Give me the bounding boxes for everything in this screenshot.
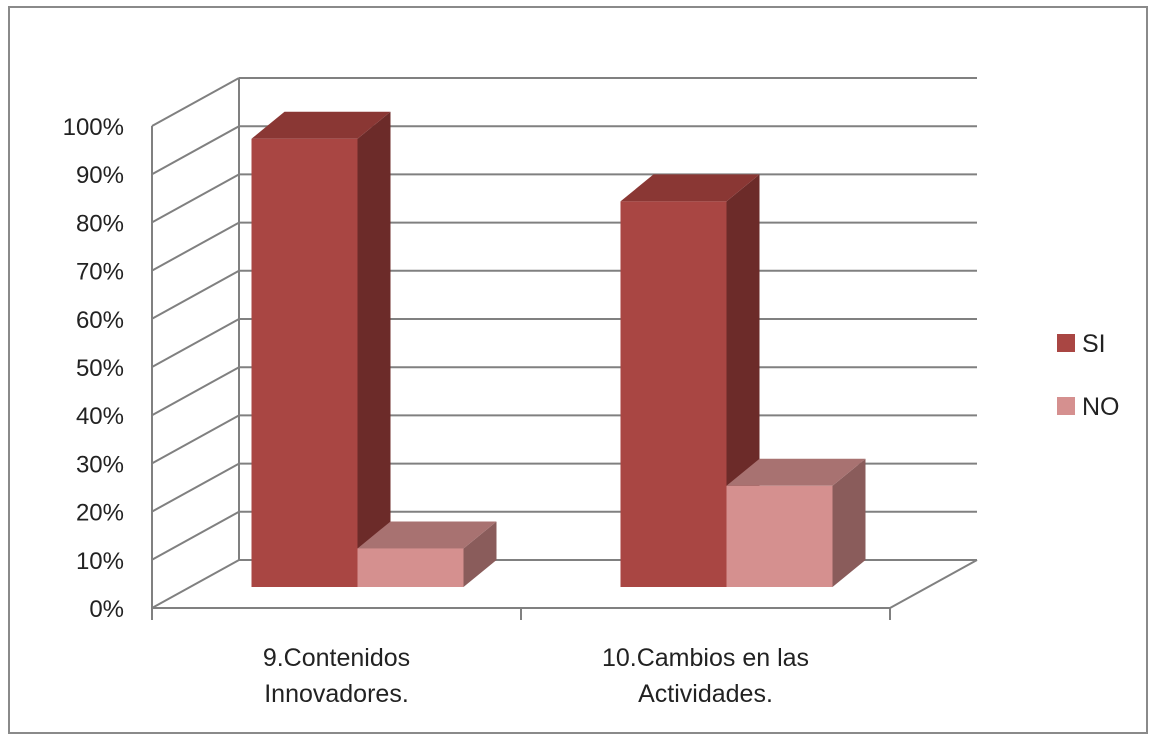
floor-right-edge: [889, 559, 978, 609]
gridline-side: [151, 77, 240, 127]
gridline-side: [151, 173, 240, 224]
bar-top: [357, 521, 497, 549]
gridline-side: [151, 510, 240, 561]
gridline-side: [151, 318, 240, 368]
chart-bars: [251, 111, 866, 588]
bar-front: [726, 485, 833, 587]
legend-label: NO: [1082, 393, 1120, 421]
legend-label: SI: [1082, 330, 1106, 358]
x-axis: 9.Contenidos Innovadores. 10.Cambios en la…: [151, 608, 891, 708]
y-tick-label: 20%: [76, 500, 124, 527]
bar-top: [251, 111, 391, 139]
bar-top: [620, 174, 760, 202]
y-tick-label: 80%: [76, 210, 124, 237]
gridline-side: [151, 221, 240, 272]
legend: SI NO: [1057, 330, 1120, 421]
y-tick-label: 90%: [76, 162, 124, 189]
x-category-label: 9.Contenidos Innovadores.: [263, 644, 410, 708]
gridline-side: [151, 269, 240, 320]
gridline-side: [151, 125, 240, 176]
gridline-side: [151, 414, 240, 465]
bar-front: [620, 201, 727, 587]
y-tick-label: 30%: [76, 451, 124, 478]
y-axis: 0% 10% 20% 30% 40% 50% 60% 70% 80% 90% 100%: [63, 114, 124, 623]
y-tick-label: 0%: [89, 596, 124, 623]
bar: [251, 111, 391, 588]
y-tick-label: 70%: [76, 259, 124, 286]
y-tick-label: 10%: [76, 548, 124, 575]
x-category-label: 10.Cambios en las Actividades.: [602, 644, 809, 708]
gridline-side: [151, 366, 240, 417]
y-tick-label: 60%: [76, 307, 124, 334]
bar-front: [251, 138, 358, 588]
bar-top: [726, 458, 866, 486]
bar: [726, 458, 866, 587]
y-tick-label: 100%: [63, 114, 124, 141]
y-tick-label: 40%: [76, 403, 124, 430]
bar-side: [832, 458, 866, 587]
bar-side: [463, 521, 497, 587]
bar: [357, 521, 497, 587]
y-tick-label: 50%: [76, 355, 124, 382]
bar-side: [357, 111, 391, 588]
chart-frame: [8, 6, 1148, 734]
bar-front: [357, 548, 464, 587]
legend-swatch: [1057, 334, 1075, 352]
legend-swatch: [1057, 397, 1075, 415]
gridline-side: [151, 462, 240, 513]
gridline-side: [151, 559, 240, 609]
